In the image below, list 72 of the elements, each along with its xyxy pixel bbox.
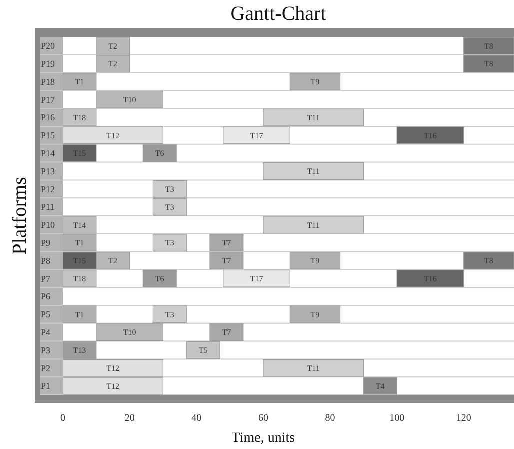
x-tick-label: 20 [124,413,135,424]
y-tick-label: P7 [41,274,52,284]
series-label: T18 [73,113,86,122]
y-tick-label: P5 [41,310,52,320]
text: T10 [123,328,136,338]
bar [142,270,177,288]
bar [396,126,464,144]
y-tick-label: P13 [41,166,56,176]
y-tick-label: P9 [41,238,52,248]
text: T17 [250,274,264,284]
y-tick-label: P4 [41,328,52,338]
series-label: T13 [73,346,86,356]
y-tick-label: P14 [41,148,56,158]
series-label: T6 [155,149,164,158]
y-tick-label: P6 [41,292,52,302]
series-label: T12 [106,382,120,391]
series-label: T1 [75,238,84,248]
series-label: T2 [108,60,118,69]
series-label: T7 [222,238,232,248]
text: T8 [484,42,494,51]
text: T3 [165,310,174,320]
text: T3 [165,202,174,212]
text: T1 [75,310,84,320]
bar [290,73,341,90]
text: T7 [222,256,232,266]
y-tick-label: P10 [41,220,56,230]
y-tick-label: P19 [41,59,56,69]
x-tick-label: 80 [325,413,336,424]
x-axis-title: Time, units [232,431,296,446]
text: T2 [108,256,118,266]
x-tick-label: 120 [456,413,472,424]
text: T3 [165,184,174,194]
series-label: T3 [165,238,174,248]
series-label: T17 [250,131,264,140]
text: T18 [73,274,86,284]
text: T9 [310,310,320,320]
y-tick-label: P3 [41,345,52,356]
x-tick-label: 0 [60,413,66,424]
y-tick-label: P1 [41,381,51,392]
series-label: T9 [310,78,320,87]
series-label: T10 [123,95,136,104]
bar [290,306,341,324]
text: T7 [222,328,232,338]
y-tick-label: P15 [41,130,56,141]
text: T2 [108,42,118,51]
x-tick-label: 60 [258,413,268,424]
y-tick-label: P12 [41,184,56,194]
series-label: T11 [307,167,320,176]
y-tick-label: P17 [41,94,56,105]
text: T11 [307,113,320,122]
text: T11 [307,220,320,230]
chart-title: Gantt-Chart [230,3,327,25]
text: T9 [310,256,320,266]
y-tick-label: P8 [41,256,52,266]
text: T11 [307,364,320,373]
text: T6 [155,274,164,284]
y-tick-label: P18 [41,76,56,87]
text: T8 [484,256,494,266]
text: T12 [106,131,120,140]
x-tick-label: 40 [192,413,202,424]
y-tick-label: P16 [41,112,56,123]
y-tick-label: P11 [41,202,55,212]
x-tick-label: 100 [390,413,405,424]
series-label: T8 [484,60,494,69]
y-tick-label: P20 [41,41,56,52]
series-label: T5 [198,346,208,356]
y-tick-label: P2 [41,363,51,374]
series-label: T14 [73,220,86,230]
series-label: T4 [376,382,385,391]
y-axis-title: Platforms [9,176,31,255]
text: T1 [75,78,84,87]
text: T12 [106,364,120,373]
